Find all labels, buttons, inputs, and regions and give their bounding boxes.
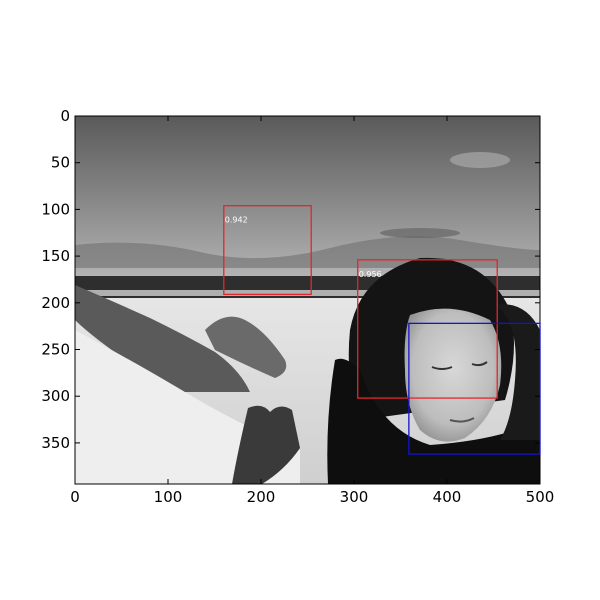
y-tick-label: 350 [41,434,70,452]
y-tick-label: 50 [51,154,70,172]
y-tick-label: 300 [41,387,70,405]
surf [75,290,540,296]
closed-eye [471,361,488,367]
x-tick-label: 300 [340,488,369,506]
x-tick-label: 500 [526,488,555,506]
cloud [380,228,460,238]
detection-score: 0.956 [359,270,382,279]
y-tick-label: 100 [41,200,70,218]
closed-eye [431,366,453,370]
detections: 0.942 0.956 [223,205,541,455]
face [404,308,502,442]
detection-score: 0.942 [225,216,248,225]
x-tick-label: 0 [70,488,80,506]
detection-box [223,205,312,296]
coat [327,358,540,484]
axes-frame [74,115,541,485]
cloud [450,152,510,168]
shadow [232,405,300,484]
y-tick-label: 200 [41,294,70,312]
detection-box [408,322,541,455]
x-tick-label: 100 [154,488,183,506]
hair-right [495,304,540,440]
y-tick-label: 250 [41,341,70,359]
photo [75,116,540,484]
mouth [449,417,475,423]
detection-box [357,259,498,399]
dune-grass [205,316,287,378]
y-axis: 0 50 100 150 200 250 300 350 [41,107,540,452]
y-tick-label: 0 [60,107,70,125]
x-axis: 0 100 200 300 400 500 [70,116,554,506]
dune-grass [75,285,250,392]
y-tick-label: 150 [41,247,70,265]
x-tick-label: 400 [433,488,462,506]
x-tick-label: 200 [247,488,276,506]
